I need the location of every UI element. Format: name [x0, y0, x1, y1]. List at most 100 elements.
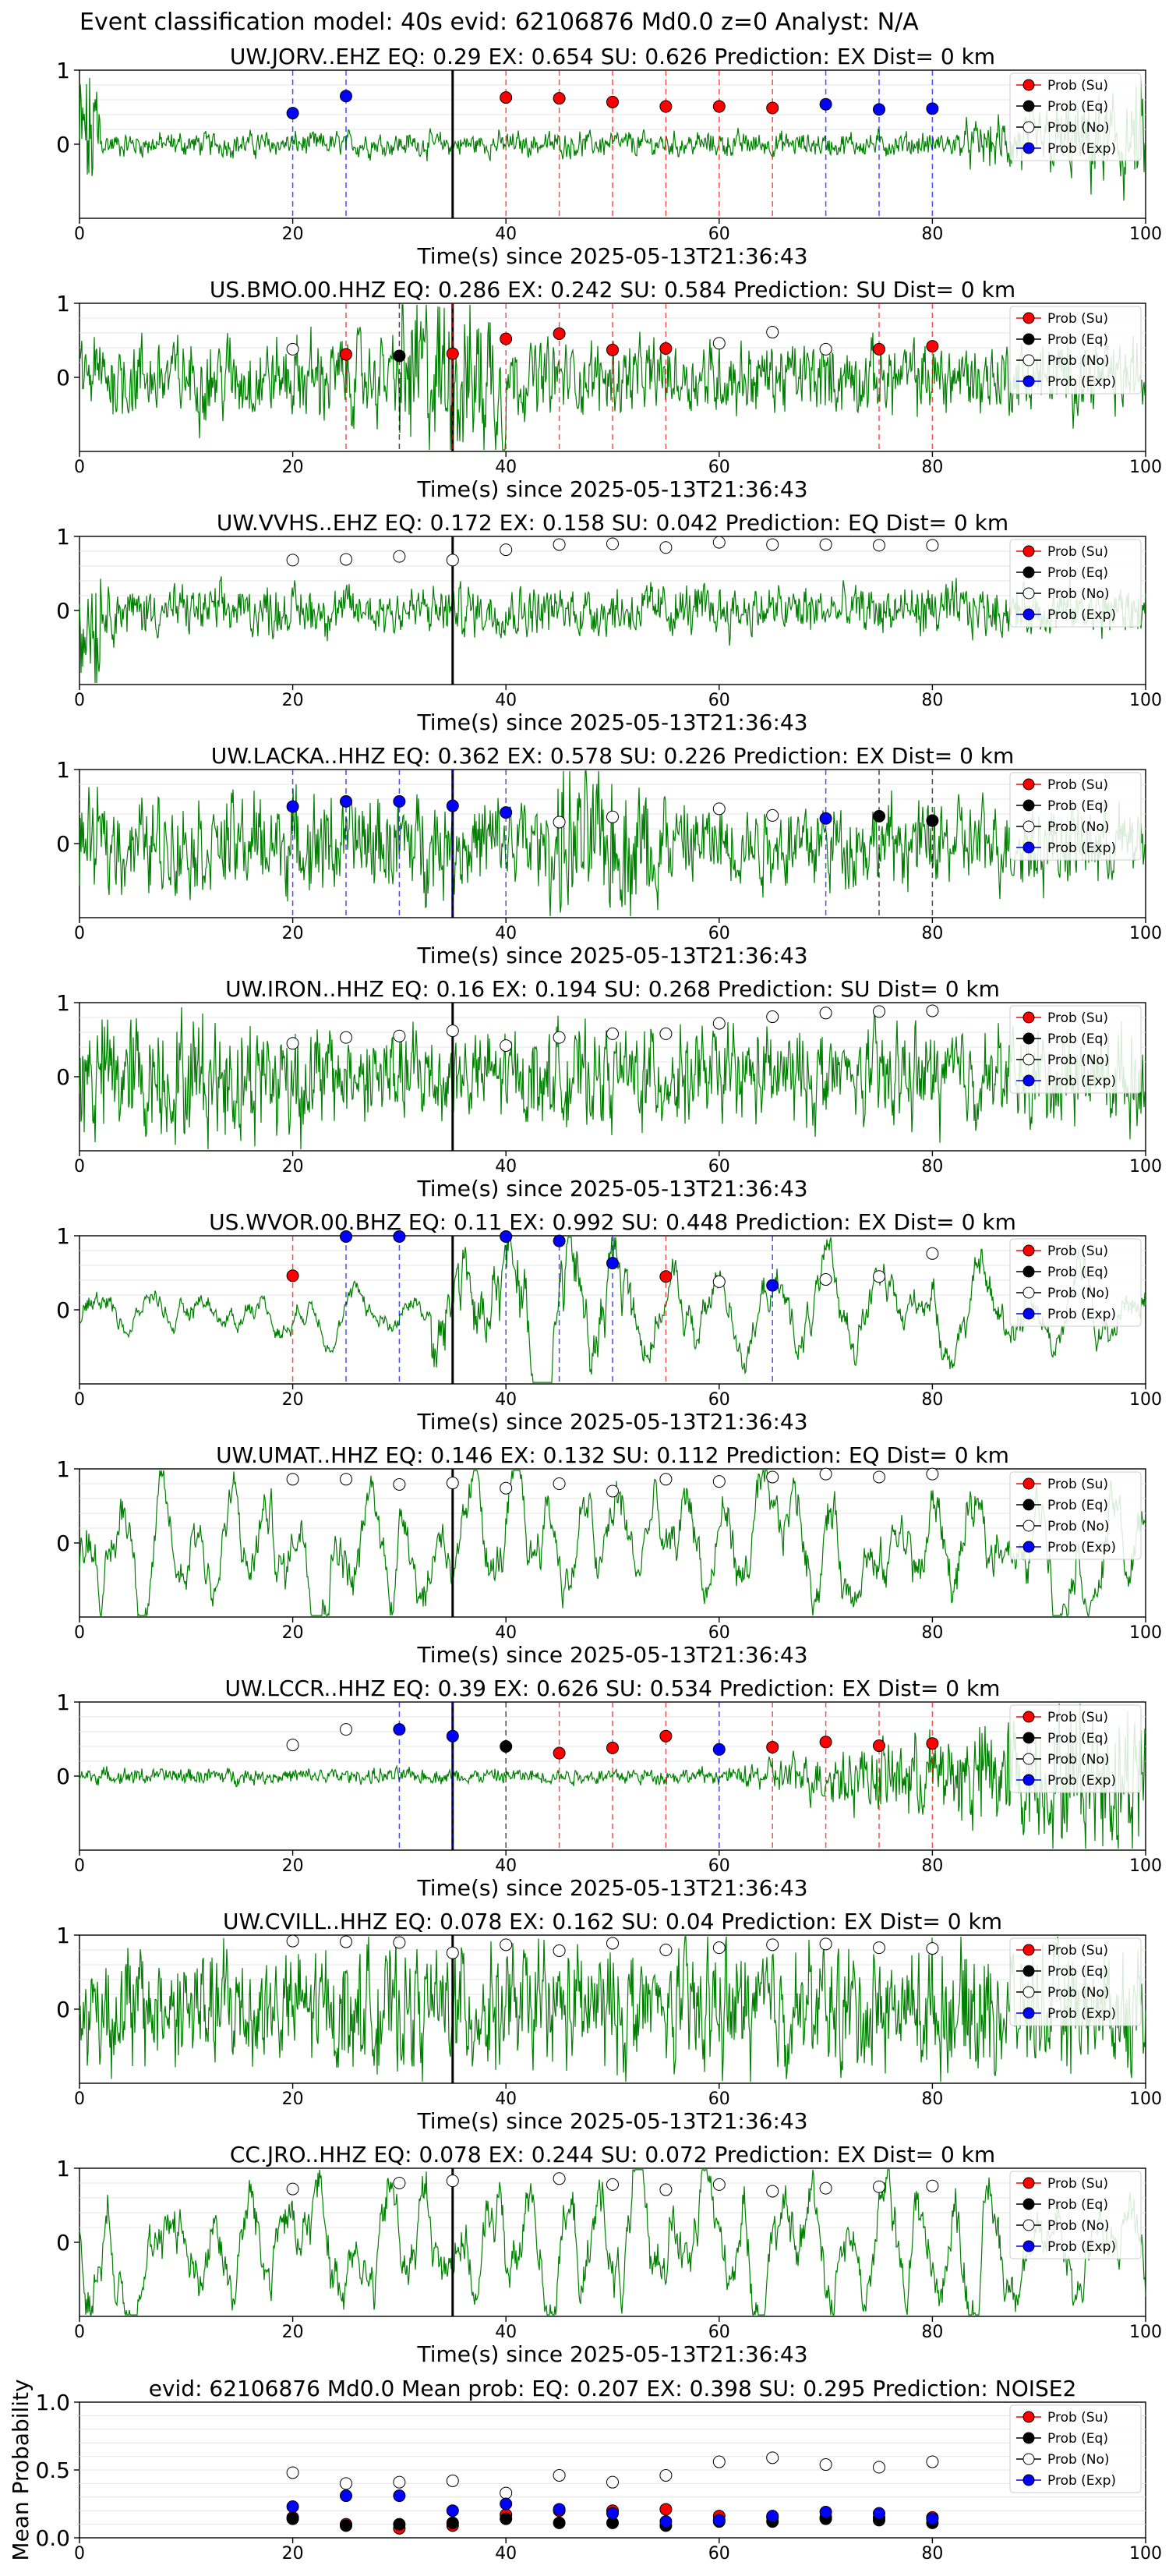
prob-point — [819, 2181, 832, 2195]
prob-point — [873, 1005, 885, 1018]
prob-point — [766, 1938, 779, 1951]
legend-box — [1009, 1704, 1142, 1793]
prob-point — [553, 2172, 566, 2185]
prob-point — [766, 2185, 779, 2198]
legend-marker — [1022, 2474, 1035, 2486]
mean-prob-point — [606, 2475, 619, 2489]
panel-title: evid: 62106876 Md0.0 Mean prob: EQ: 0.20… — [149, 2376, 1077, 2401]
prob-point — [659, 2183, 673, 2196]
x-tick-label: 20 — [282, 2089, 304, 2109]
mean-prob-point — [500, 2497, 513, 2511]
prob-point — [286, 1473, 299, 1486]
panel-1: UW.JORV..EHZ EQ: 0.29 EX: 0.654 SU: 0.62… — [56, 44, 1162, 269]
x-tick-label: 40 — [495, 1157, 517, 1177]
legend-label: Prob (Su) — [1047, 777, 1108, 793]
x-tick-label: 20 — [282, 1390, 304, 1410]
prob-point — [286, 1037, 299, 1050]
waveform-trace — [79, 1007, 1146, 1150]
x-tick-label: 80 — [921, 458, 943, 477]
prob-point — [500, 91, 513, 104]
legend-box — [1009, 1471, 1142, 1560]
x-tick-label: 80 — [921, 1390, 943, 1410]
prob-point — [286, 554, 299, 567]
prob-point — [712, 337, 726, 350]
prob-point — [393, 1029, 406, 1042]
prob-point — [606, 1257, 619, 1270]
prob-point — [393, 1477, 406, 1491]
prob-point — [553, 1944, 566, 1957]
x-tick-label: 100 — [1129, 691, 1162, 710]
mean-prob-point — [766, 2510, 779, 2523]
legend-box — [1009, 1005, 1142, 1094]
legend-marker — [1022, 2177, 1035, 2189]
prob-point — [340, 90, 352, 103]
legend-marker — [1022, 2198, 1035, 2210]
mean-prob-point — [819, 2505, 832, 2518]
mean-prob-point — [393, 2518, 406, 2531]
legend-label: Prob (Eq) — [1047, 1498, 1108, 1513]
y-tick-label: 1 — [56, 1223, 70, 1249]
panel-6: US.WVOR.00.BHZ EQ: 0.11 EX: 0.992 SU: 0.… — [56, 1209, 1162, 1435]
prob-point — [712, 802, 726, 816]
legend-label: Prob (Eq) — [1047, 2431, 1108, 2447]
legend-marker — [1022, 1265, 1035, 1278]
legend-label: Prob (No) — [1047, 120, 1110, 136]
prob-point — [766, 1010, 779, 1024]
panel-title: UW.CVILL..HHZ EQ: 0.078 EX: 0.162 SU: 0.… — [223, 1909, 1002, 1934]
legend-marker — [1022, 79, 1035, 91]
y-tick-label: 1 — [56, 1923, 70, 1948]
x-tick-label: 20 — [282, 2323, 304, 2342]
legend-label: Prob (Su) — [1047, 2176, 1108, 2192]
waveform-trace — [79, 77, 1146, 201]
prob-point — [446, 1729, 459, 1743]
prob-point — [553, 1746, 566, 1760]
legend-marker — [1022, 1286, 1035, 1299]
x-tick-label: 0 — [74, 2323, 85, 2342]
panel-title: UW.VVHS..EHZ EQ: 0.172 EX: 0.158 SU: 0.0… — [217, 510, 1008, 536]
waveform-trace — [79, 1703, 1146, 1849]
legend-marker — [1022, 1032, 1035, 1045]
prob-point — [553, 1031, 566, 1044]
prob-point — [766, 809, 779, 822]
x-tick-label: 80 — [921, 225, 943, 244]
legend-label: Prob (Su) — [1047, 544, 1108, 560]
prob-point — [873, 809, 885, 823]
prob-point — [553, 538, 566, 551]
x-tick-label: 20 — [282, 924, 304, 943]
x-tick-label: 60 — [708, 1856, 730, 1876]
legend-marker — [1022, 2007, 1035, 2019]
legend: Prob (Su) Prob (Eq) Prob (No) Prob (Exp) — [1009, 1471, 1142, 1560]
prob-point — [500, 543, 513, 557]
prob-point — [819, 1007, 832, 1020]
prob-point — [606, 1484, 619, 1498]
legend-marker — [1022, 333, 1035, 345]
x-tick-label: 20 — [282, 1623, 304, 1643]
legend: Prob (Su) Prob (Eq) Prob (No) Prob (Exp) — [1009, 539, 1142, 628]
legend-marker — [1022, 820, 1035, 833]
prob-point — [606, 810, 619, 823]
prob-point — [659, 341, 673, 355]
prob-point — [500, 806, 513, 819]
legend-label: Prob (Su) — [1047, 1010, 1108, 1026]
x-tick-label: 100 — [1129, 924, 1162, 943]
legend-marker — [1022, 1074, 1035, 1087]
legend: Prob (Su) Prob (Eq) Prob (No) Prob (Exp) — [1009, 2171, 1142, 2259]
legend-label: Prob (Eq) — [1047, 99, 1108, 115]
prob-point — [553, 327, 566, 340]
prob-point — [500, 1039, 513, 1053]
legend-label: Prob (Eq) — [1047, 798, 1108, 814]
x-tick-label: 60 — [708, 1623, 730, 1643]
legend-label: Prob (Su) — [1047, 1244, 1108, 1259]
legend-marker — [1022, 1711, 1035, 1723]
x-tick-label: 100 — [1129, 1157, 1162, 1177]
legend-label: Prob (Exp) — [1047, 374, 1116, 390]
y-tick-label: 1 — [56, 58, 70, 83]
x-tick-label: 20 — [282, 458, 304, 477]
prob-point — [446, 1024, 459, 1038]
x-tick-label: 0 — [74, 1856, 85, 1876]
x-tick-label: 80 — [921, 1623, 943, 1643]
prob-point — [606, 1937, 619, 1950]
prob-point — [446, 799, 459, 812]
prob-point — [393, 2177, 406, 2189]
x-tick-label: 0 — [74, 458, 85, 477]
